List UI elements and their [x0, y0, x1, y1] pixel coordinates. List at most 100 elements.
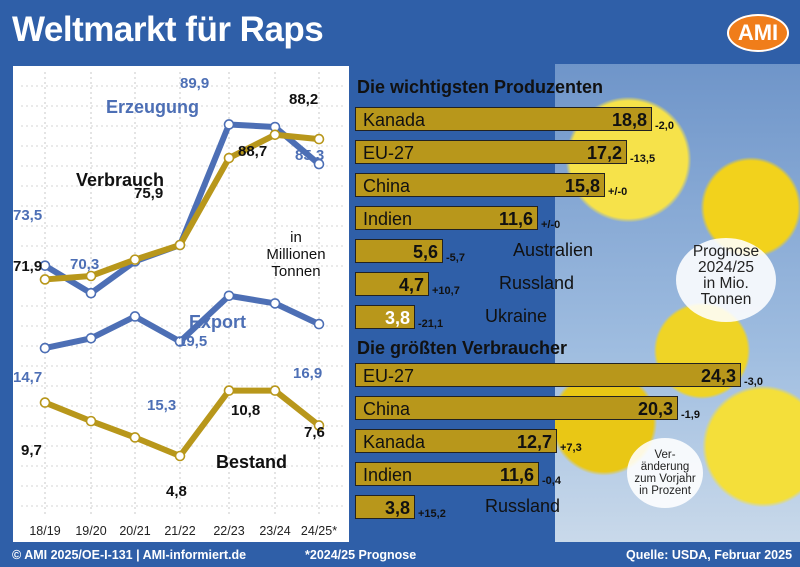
line-charts-svg: 18/19 19/20 20/21 21/22 22/23 23/24 24/25* 73,5…: [13, 72, 349, 538]
data-point: [269, 385, 281, 396]
consumers-chart: Die größten Verbraucher EU-27 24,3 -3,0 Chi…: [355, 334, 763, 530]
data-label: 19,5: [178, 333, 207, 350]
bar-category-label: EU-27: [363, 143, 415, 163]
data-point: [223, 152, 235, 164]
line-chart-panel: 18/19 19/20 20/21 21/22 22/23 23/24 24/25* 73,5…: [13, 66, 349, 542]
bar-change-label: -0,4: [542, 475, 561, 487]
data-point: [313, 420, 325, 431]
bar-value-label: 18,8: [611, 110, 647, 130]
bar-change-label: -2,0: [655, 120, 674, 132]
consumers-title: Die größten Verbraucher: [357, 338, 568, 358]
footer-forecast-note: *2024/25 Prognose: [305, 548, 417, 562]
data-point: [39, 260, 51, 271]
bar-change-label: -1,9: [681, 409, 700, 421]
bar-category-label: Russland: [499, 273, 575, 293]
bar-value-label: 24,3: [700, 366, 736, 386]
data-point: [85, 415, 97, 427]
data-point: [223, 119, 235, 130]
data-point: [223, 385, 235, 396]
bar-value-label: 11,6: [499, 465, 534, 485]
data-label: 75,9: [134, 185, 163, 202]
bar-change-label: +7,3: [560, 442, 582, 454]
prognose-note-text: Prognose 2024/25 in Mio. Tonnen: [692, 243, 760, 308]
data-label: 10,8: [231, 402, 260, 419]
bar-change-label: -3,0: [744, 376, 763, 388]
bar-kanada: Kanada 18,8: [355, 107, 652, 131]
bar-value-label: 20,3: [637, 399, 673, 419]
bar-change-label: +15,2: [418, 508, 446, 520]
bar-category-label: Russland: [485, 496, 561, 516]
bar-change-label: +/-0: [608, 186, 628, 198]
title-bar: Weltmarkt für Raps AMI: [0, 0, 800, 64]
bar-change-label: -21,1: [418, 318, 444, 330]
data-label: Verbrauch: [76, 170, 164, 190]
bar-value-label: 4,7: [398, 275, 424, 295]
data-label: Export: [189, 312, 246, 332]
producers-chart: Die wichtigsten Produzenten Kanada 18,8 -2…: [355, 72, 674, 334]
x-tick-label: 18/19: [29, 524, 60, 538]
x-tick-label: 22/23: [213, 524, 244, 538]
data-point: [313, 318, 325, 330]
ami-logo: AMI: [727, 14, 789, 52]
bar-indien: Indien 11,6: [355, 206, 538, 230]
data-point: [269, 298, 281, 309]
bar-change-label: +10,7: [432, 285, 460, 297]
data-label: 7,6: [304, 424, 325, 441]
bar-russland: 3,8: [355, 495, 415, 519]
bar-indien: Indien 11,6: [355, 462, 539, 486]
x-tick-label: 20/21: [119, 524, 150, 538]
bar-eu-27: EU-27 24,3: [355, 363, 741, 387]
bar-category-label: Indien: [363, 465, 413, 485]
data-label: 71,9: [13, 258, 42, 275]
bar-change-label: -5,7: [446, 252, 465, 264]
x-tick-label: 21/22: [164, 524, 195, 538]
bar-change-label: +/-0: [541, 219, 561, 231]
bar-value-label: 5,6: [412, 242, 438, 262]
data-label: 9,7: [21, 442, 42, 459]
data-label: 73,5: [13, 207, 42, 224]
data-label: Erzeugung: [106, 97, 199, 117]
bar-change-label: -13,5: [630, 153, 656, 165]
bar-category-label: Indien: [363, 209, 413, 229]
change-note-text: Ver-änderung zum Vorjahr in Prozent: [634, 449, 696, 497]
data-point: [269, 129, 281, 141]
unit-note: in Millionen Tonnen: [266, 229, 325, 280]
data-label: 85,3: [295, 147, 324, 164]
bar-value-label: 15,8: [564, 176, 600, 196]
data-point: [174, 336, 186, 347]
data-label: Bestand: [216, 452, 287, 472]
x-tick-label: 19/20: [75, 524, 106, 538]
page-title: Weltmarkt für Raps: [12, 10, 324, 49]
data-point: [85, 287, 97, 299]
bar-value-label: 17,2: [586, 143, 622, 163]
prognose-note: Prognose 2024/25 in Mio. Tonnen: [676, 238, 776, 322]
data-point: [39, 397, 51, 408]
data-label: 70,3: [70, 256, 99, 273]
data-point: [313, 158, 325, 170]
footer: © AMI 2025/OE-I-131 | AMI-informiert.de …: [0, 543, 800, 567]
data-label: 15,3: [147, 397, 176, 414]
bar-china: China 15,8: [355, 173, 605, 197]
data-point: [313, 133, 325, 145]
bar-category-label: China: [363, 176, 411, 196]
change-note: Ver-änderung zum Vorjahr in Prozent: [627, 438, 703, 508]
bar-china: China 20,3: [355, 396, 678, 420]
data-point: [39, 274, 51, 285]
data-point: [223, 290, 235, 302]
data-label: 4,8: [166, 483, 187, 500]
bar-category-label: Ukraine: [485, 306, 548, 326]
data-point: [129, 254, 141, 265]
bar-kanada: Kanada 12,7: [355, 429, 557, 453]
footer-source: Quelle: USDA, Februar 2025: [626, 548, 793, 562]
bar-category-label: Kanada: [363, 110, 426, 130]
data-point: [85, 332, 97, 344]
bar-value-label: 3,8: [384, 308, 410, 328]
data-label: 88,7: [238, 143, 267, 160]
bar-eu-27: EU-27 17,2: [355, 140, 627, 164]
data-point: [39, 342, 51, 354]
data-label: 16,9: [293, 365, 322, 382]
x-tick-label: 23/24: [259, 524, 290, 538]
data-point: [174, 239, 186, 251]
x-tick-label: 24/25*: [301, 524, 337, 538]
bar-category-label: EU-27: [363, 366, 415, 386]
